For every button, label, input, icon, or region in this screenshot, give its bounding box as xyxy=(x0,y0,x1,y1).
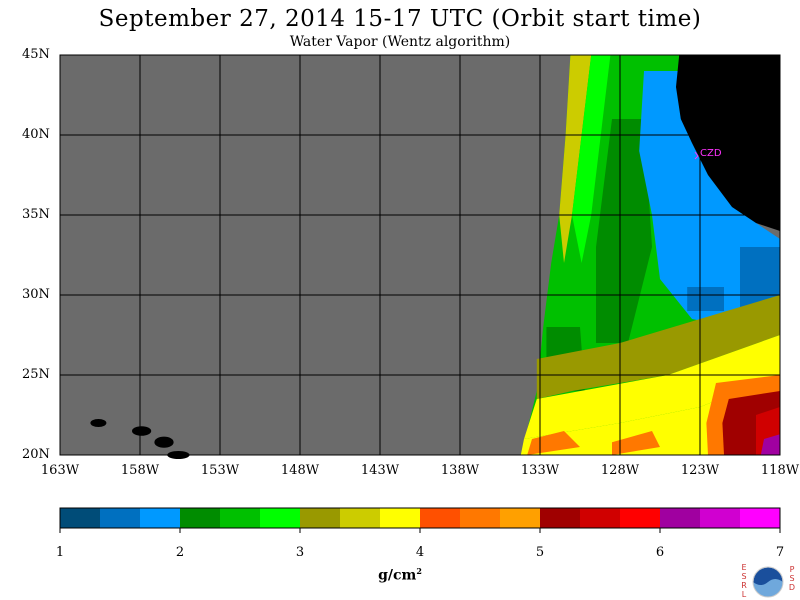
colorbar-swatch xyxy=(180,508,220,528)
units-exponent: 2 xyxy=(416,566,422,576)
lat-lon-grid xyxy=(60,55,780,455)
colorbar-swatch xyxy=(380,508,420,528)
colorbar-swatch xyxy=(300,508,340,528)
colorbar-swatch xyxy=(540,508,580,528)
colorbar-swatch xyxy=(220,508,260,528)
colorbar-swatch xyxy=(700,508,740,528)
map-subtitle: Water Vapor (Wentz algorithm) xyxy=(289,34,511,50)
colorbar-swatch xyxy=(260,508,300,528)
lon-tick-label: 163W xyxy=(40,463,80,478)
lat-tick-label: 30N xyxy=(22,287,50,302)
field-midblue-patch-2 xyxy=(687,287,724,311)
colorbar-swatch xyxy=(500,508,540,528)
colorbar-swatch xyxy=(60,508,100,528)
lon-tick-label: 118W xyxy=(760,463,800,478)
swath-edge-lightgreen xyxy=(572,55,611,263)
colorbar-tick-label: 3 xyxy=(295,545,305,560)
colorbar-swatch xyxy=(340,508,380,528)
lon-tick-label: 148W xyxy=(280,463,320,478)
logo-letter: D xyxy=(788,583,796,592)
lon-tick-label: 153W xyxy=(200,463,240,478)
field-darkgreen-band xyxy=(596,119,652,343)
lon-tick-label: 128W xyxy=(600,463,640,478)
field-yellow-band xyxy=(524,335,780,439)
hawaii-island-2 xyxy=(132,426,152,436)
swath-edge-yellowgreen xyxy=(559,55,592,263)
field-olive-band xyxy=(536,295,780,399)
lon-tick-label: 123W xyxy=(680,463,720,478)
field-orange-patch-2 xyxy=(612,431,660,455)
logo-letter: R xyxy=(741,581,747,590)
station-marker-czd: CZD xyxy=(694,148,722,160)
colorbar-tick-label: 1 xyxy=(55,545,65,560)
hawaii-island-3 xyxy=(154,436,174,448)
lat-tick-label: 20N xyxy=(22,447,50,462)
water-vapor-field xyxy=(60,55,780,459)
logo-letter: P xyxy=(789,565,795,574)
map-frame xyxy=(59,54,781,456)
colorbar-swatch xyxy=(740,508,780,528)
map-title: September 27, 2014 15-17 UTC (Orbit star… xyxy=(98,6,702,32)
colorbar-tick-label: 7 xyxy=(775,545,785,560)
lat-tick-label: 35N xyxy=(22,207,50,222)
lat-tick-label: 25N xyxy=(22,367,50,382)
colorbar-swatch xyxy=(140,508,180,528)
logo-letter: E xyxy=(741,563,747,572)
lon-tick-label: 158W xyxy=(120,463,160,478)
colorbar-swatch xyxy=(620,508,660,528)
lon-tick-label: 138W xyxy=(440,463,480,478)
land-west-coast xyxy=(676,55,780,231)
colorbar xyxy=(59,507,781,533)
colorbar-tick-label: 6 xyxy=(655,545,665,560)
colorbar-swatch xyxy=(460,508,500,528)
colorbar-swatch xyxy=(420,508,460,528)
colorbar-swatch xyxy=(100,508,140,528)
colorbar-tick-label: 5 xyxy=(535,545,545,560)
logo-letter: L xyxy=(741,590,747,599)
colorbar-units: g/cm2 xyxy=(370,566,430,584)
colorbar-swatch xyxy=(660,508,700,528)
lat-tick-label: 45N xyxy=(22,47,50,62)
colorbar-tick-label: 4 xyxy=(415,545,425,560)
logo-letter: S xyxy=(741,572,747,581)
station-label: CZD xyxy=(700,148,722,159)
lon-tick-label: 143W xyxy=(360,463,400,478)
logo-letter: S xyxy=(789,574,795,583)
colorbar-swatch xyxy=(580,508,620,528)
units-base: g/cm xyxy=(378,567,417,584)
colorbar-tick-label: 2 xyxy=(175,545,185,560)
hawaii-island-1 xyxy=(90,419,107,427)
lon-tick-label: 133W xyxy=(520,463,560,478)
field-purple-corner xyxy=(760,434,780,455)
lat-tick-label: 40N xyxy=(22,127,50,142)
